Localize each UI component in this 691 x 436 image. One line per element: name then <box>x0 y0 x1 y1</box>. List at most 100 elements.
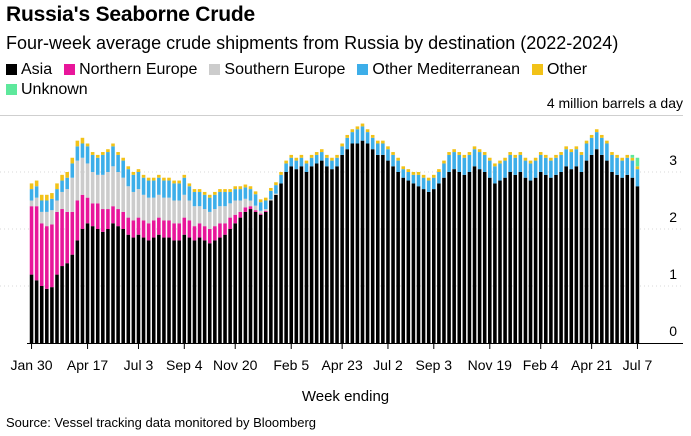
bar-segment-other <box>600 134 604 138</box>
bar-segment-asia <box>360 140 365 343</box>
bar-segment-other <box>45 194 49 201</box>
x-tick-label: Apr 21 <box>571 357 612 373</box>
bar-segment-asia <box>355 143 360 343</box>
bar-segment-southern-europe <box>70 177 75 212</box>
bar-segment-asia <box>432 189 436 343</box>
bar-segment-other <box>269 187 273 191</box>
bar-segment-asia <box>635 186 640 343</box>
bar-segment-other <box>544 154 548 158</box>
bar-segment-other-mediterranean <box>207 197 212 212</box>
x-axis-title: Week ending <box>301 388 390 405</box>
x-tick-label: Feb 5 <box>273 357 309 373</box>
bar-segment-asia <box>146 240 151 343</box>
bar-segment-asia <box>238 217 243 343</box>
bar-segment-other-mediterranean <box>95 157 100 175</box>
bar-segment-asia <box>116 226 120 343</box>
bar-segment-other-mediterranean <box>65 177 69 190</box>
bar-segment-other-mediterranean <box>85 146 90 164</box>
bar-segment-other-mediterranean <box>600 137 604 155</box>
bar-segment-asia <box>218 237 222 343</box>
bar-segment-southern-europe <box>218 206 222 224</box>
bar-segment-asia <box>437 183 441 343</box>
bar-segment-other-mediterranean <box>635 169 640 187</box>
bar-segment-asia <box>106 229 110 343</box>
bar-segment-other-mediterranean <box>182 177 187 195</box>
bar-segment-other-mediterranean <box>477 152 482 170</box>
bar-segment-asia <box>594 149 599 343</box>
bar-segment-southern-europe <box>111 166 115 207</box>
bar-segment-southern-europe <box>167 197 171 221</box>
bar-segment-asia <box>253 211 258 343</box>
legend-item-southern-europe: Southern Europe <box>209 60 345 80</box>
bar-segment-other-mediterranean <box>197 191 202 207</box>
bar-segment-other-mediterranean <box>386 149 390 161</box>
bar-segment-asia <box>65 263 69 343</box>
bar-segment-asia <box>416 186 421 343</box>
bar-segment-other <box>498 160 502 164</box>
bar-segment-other-mediterranean <box>508 154 512 172</box>
bar-segment-asia <box>584 160 589 343</box>
bar-segment-other-mediterranean <box>513 157 518 175</box>
bar-segment-asia <box>538 172 543 343</box>
bar-segment-other-mediterranean <box>258 202 263 211</box>
bar-segment-other-mediterranean <box>589 137 594 155</box>
bar-segment-other <box>238 186 243 190</box>
bar-segment-other <box>416 172 421 175</box>
bar-segment-other-mediterranean <box>391 154 395 167</box>
bar-segment-other-mediterranean <box>452 152 456 170</box>
bar-segment-other <box>421 174 426 178</box>
bar-segment-other <box>263 197 268 201</box>
bar-segment-asia <box>462 174 467 343</box>
bar-segment-asia <box>263 211 268 343</box>
bar-segment-northern-europe <box>167 220 171 238</box>
bar-segment-southern-europe <box>146 197 151 224</box>
bar-segment-other <box>554 154 558 158</box>
bar-segment-southern-europe <box>182 194 187 218</box>
bar-segment-other-mediterranean <box>381 143 385 155</box>
bar-segment-northern-europe <box>248 206 253 210</box>
bar-segment-other <box>335 154 339 158</box>
bar-segment-other <box>442 160 446 164</box>
bar-segment-other-mediterranean <box>223 191 227 207</box>
bar-segment-asia <box>167 237 171 343</box>
bar-segment-other-mediterranean <box>533 160 538 178</box>
bar-segment-other <box>304 160 309 164</box>
bar-segment-other <box>401 166 406 170</box>
bar-segment-other <box>177 180 181 184</box>
bar-segment-asia <box>605 160 609 343</box>
bar-segment-other <box>136 169 141 172</box>
bar-segment-other-mediterranean <box>340 146 344 155</box>
legend-item-asia: Asia <box>6 60 52 80</box>
bar-segment-southern-europe <box>243 198 248 208</box>
bar-segment-northern-europe <box>177 223 181 241</box>
bar-segment-other <box>569 149 574 153</box>
bar-segment-asia <box>304 172 309 343</box>
bar-segment-other <box>85 143 90 147</box>
bar-segment-other-mediterranean <box>34 186 39 198</box>
legend-swatch-northern-europe <box>64 64 76 75</box>
bar-segment-asia <box>177 240 181 343</box>
bar-segment-asia <box>182 234 187 343</box>
bar-segment-asia <box>192 240 197 343</box>
bar-segment-other <box>233 186 237 190</box>
bar-segment-northern-europe <box>101 209 105 232</box>
bar-segment-other-mediterranean <box>544 157 548 175</box>
bar-segment-other <box>493 163 497 167</box>
bar-segment-northern-europe <box>202 226 207 241</box>
bar-segment-northern-europe <box>182 217 187 235</box>
bar-segment-asia <box>90 226 95 343</box>
bar-segment-northern-europe <box>39 223 44 286</box>
bar-segment-other <box>467 152 472 155</box>
bar-segment-asia <box>243 211 248 343</box>
bar-segment-other-mediterranean <box>101 154 105 175</box>
bar-segment-other <box>116 152 120 155</box>
bar-segment-other-mediterranean <box>376 143 380 155</box>
bar-segment-northern-europe <box>238 211 243 218</box>
bar-segment-other-mediterranean <box>146 180 151 198</box>
bar-segment-asia <box>85 223 90 343</box>
bar-segment-asia <box>284 172 288 343</box>
bar-segment-other-mediterranean <box>442 163 446 178</box>
bar-segment-asia <box>60 266 64 343</box>
source-note: Source: Vessel tracking data monitored b… <box>6 415 317 430</box>
bar-segment-other-mediterranean <box>416 174 421 187</box>
